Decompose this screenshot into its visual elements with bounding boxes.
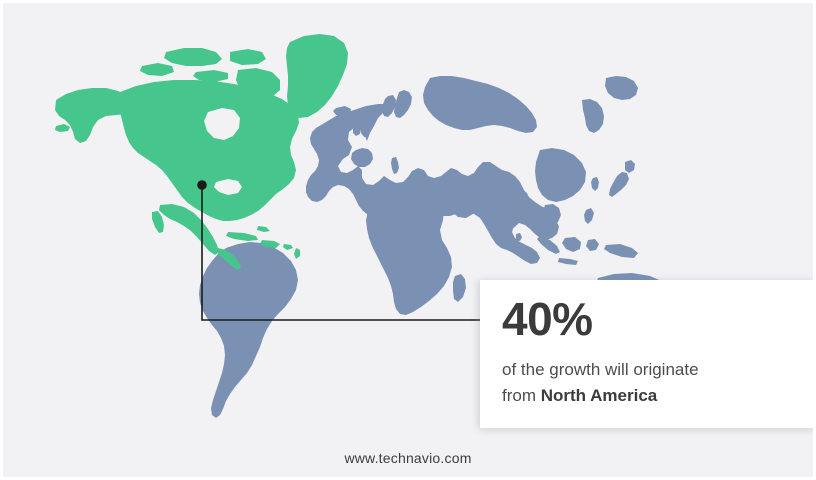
region-caspian-sea [460,151,471,170]
region-java [558,258,578,265]
callout-description-line1: of the growth will originate [502,360,699,379]
region-korea [591,177,599,191]
region-baffin-island [236,68,280,100]
callout-region-name: North America [540,386,658,406]
region-far-east [582,99,604,133]
region-black-sea [427,146,446,156]
region-scandinavia [394,90,412,118]
region-arctic-islands-d [193,70,228,82]
region-philippines [584,208,594,224]
region-japan [609,172,629,197]
region-east-asia [535,148,586,202]
region-scandinavia-west [382,95,396,117]
region-alaska [55,88,134,143]
region-greenland [286,34,348,118]
callout-value: 40% [502,293,593,345]
region-southeast-asia [543,204,561,229]
region-aleutians [55,124,70,132]
region-ireland [353,125,361,136]
region-india [498,186,530,230]
region-sulawesi [586,239,599,251]
region-eurasia [306,104,559,264]
footer-website-link[interactable]: www.technavio.com [344,450,472,466]
region-western-europe [351,148,373,167]
region-arctic-islands-a [164,48,222,66]
region-sumatra [537,236,560,254]
region-italy [391,157,399,174]
callout-description: of the growth will originate from North … [502,357,792,410]
footer: www.technavio.com [0,436,816,480]
region-hudson-bay [204,108,240,140]
region-new-guinea [604,244,638,258]
region-british-isles [361,120,372,137]
callout-card: 40% of the growth will originate from No… [480,280,816,428]
region-hokkaido [625,160,635,173]
region-borneo [562,237,581,252]
region-siberia [423,76,537,133]
region-sri-lanka [516,233,522,241]
region-baja [152,211,164,233]
region-arctic-islands-c [140,63,174,76]
region-chukotka [605,76,638,100]
callout-description-line2-prefix: from [502,386,541,406]
region-arctic-islands-b [230,49,266,65]
region-iceland [333,106,351,117]
